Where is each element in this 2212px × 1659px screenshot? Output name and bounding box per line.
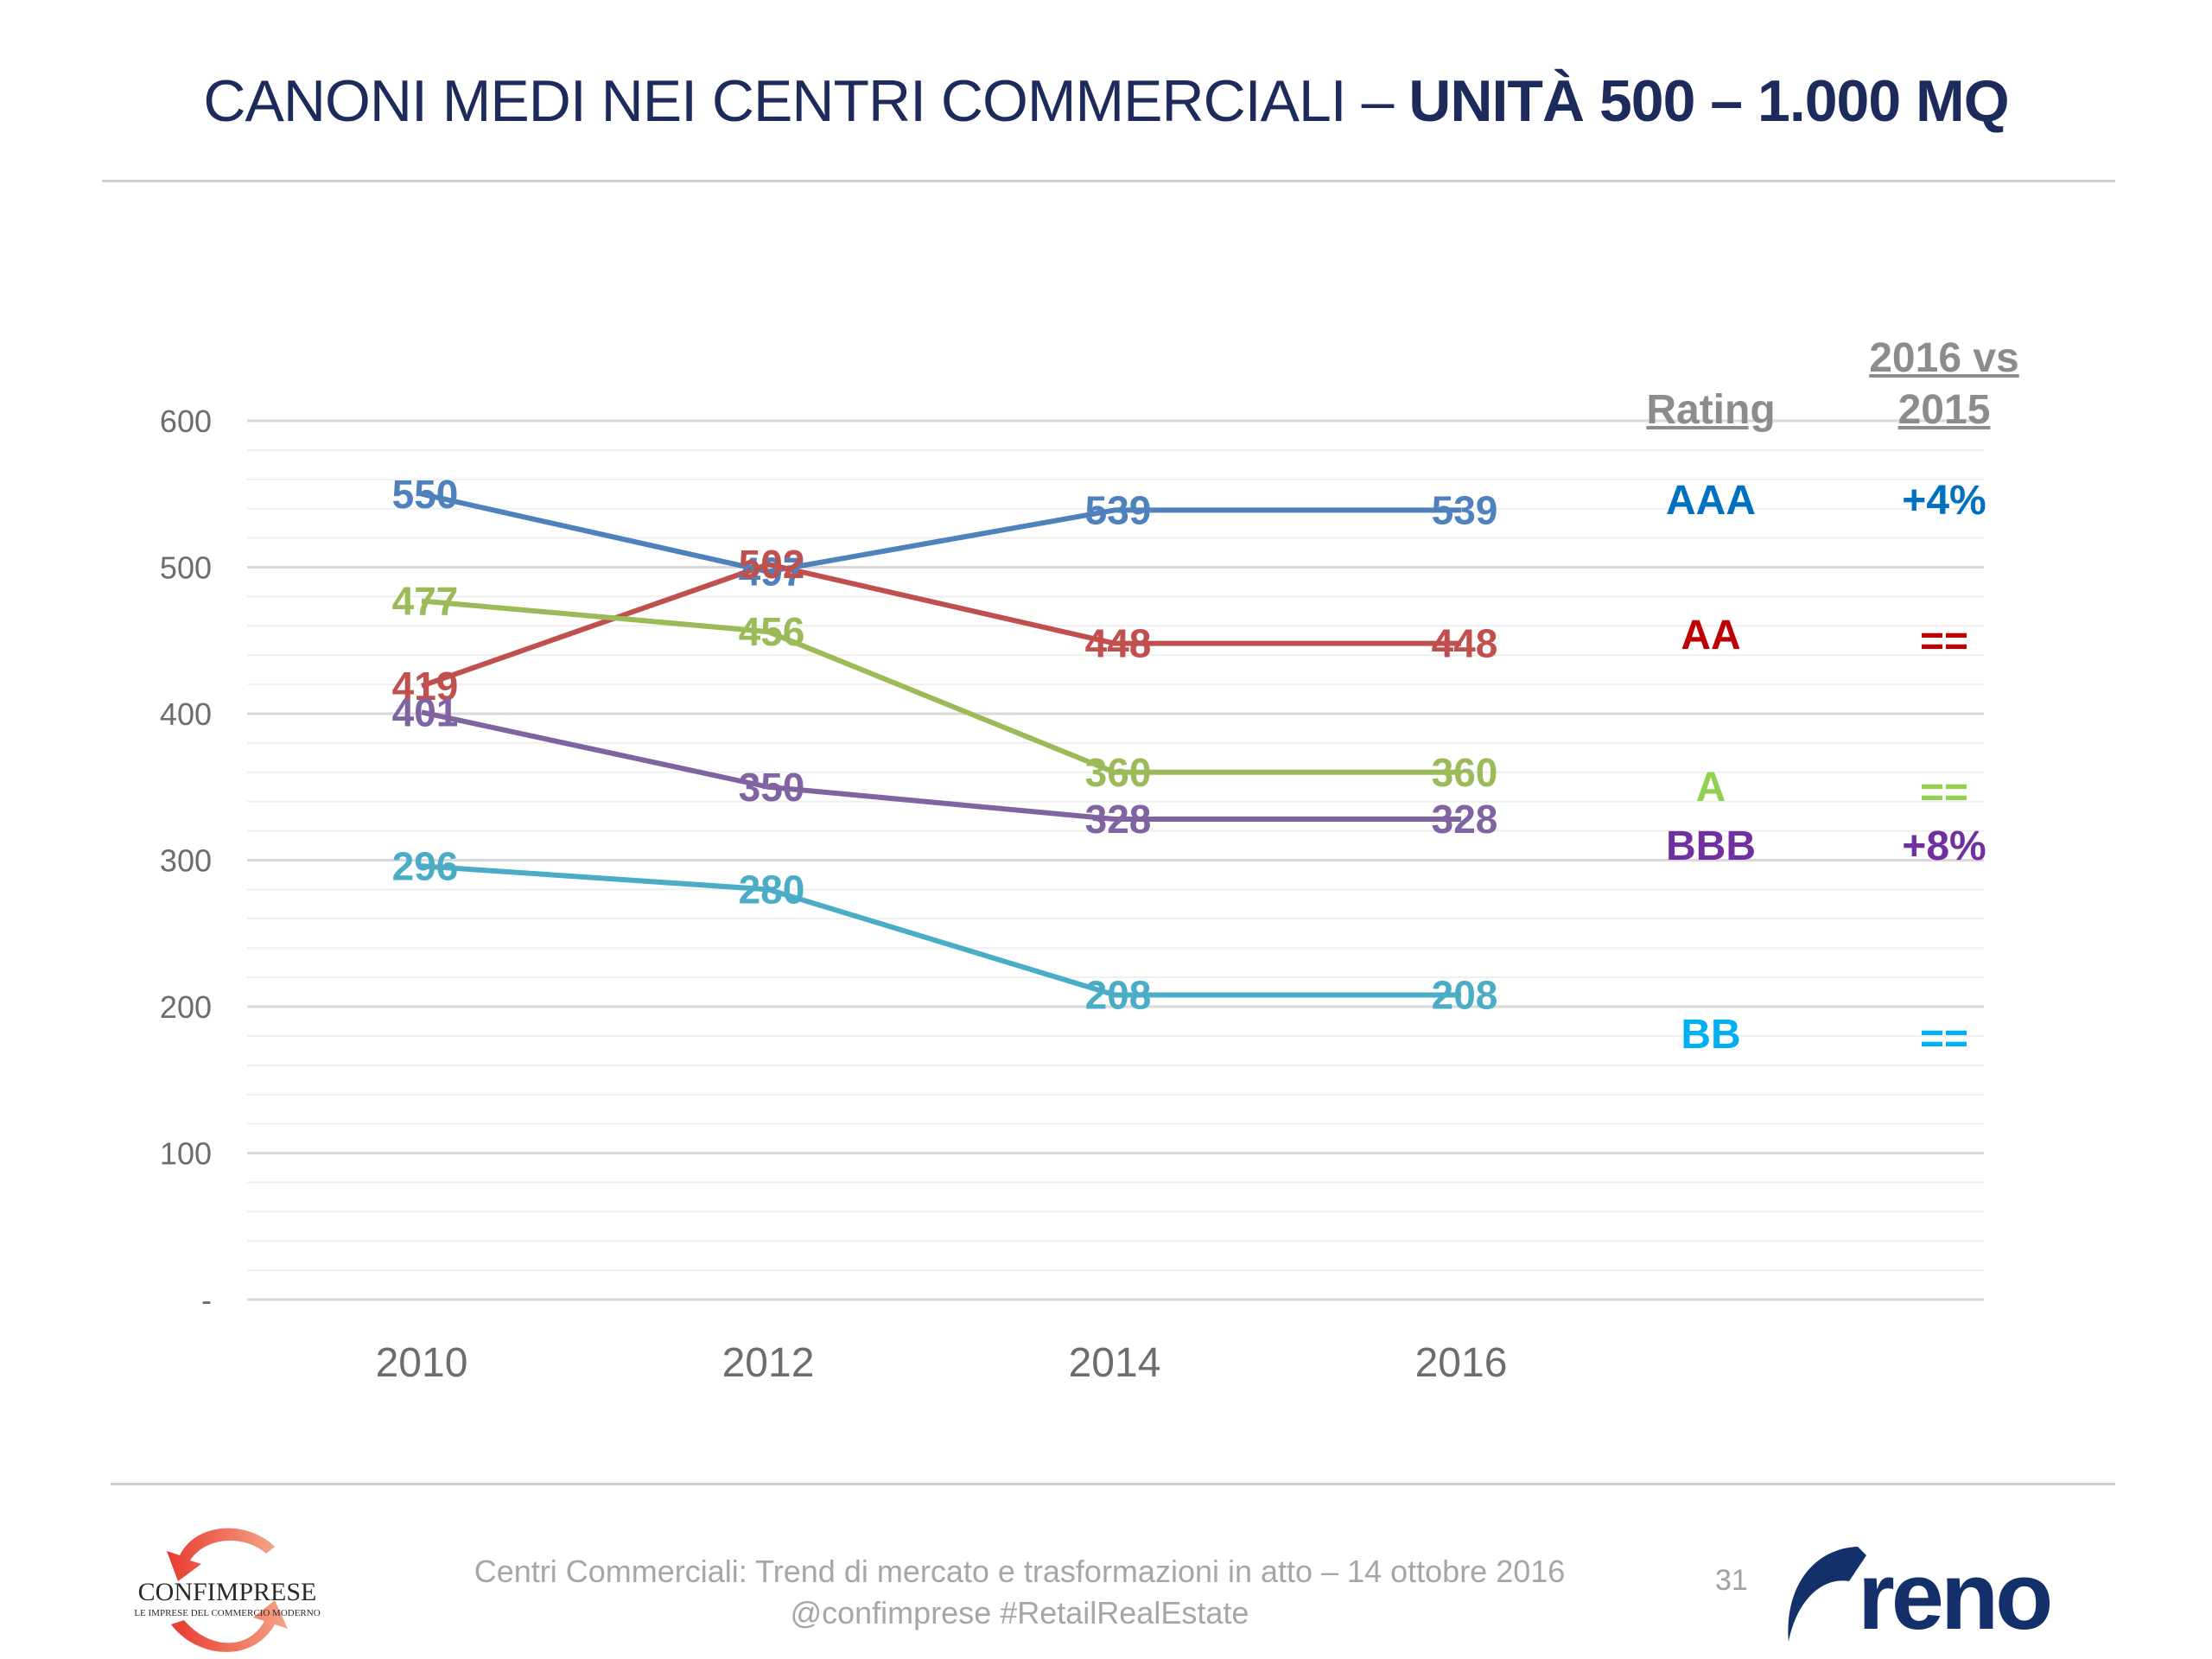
- change-aa: ==: [1919, 619, 1969, 664]
- data-label: 448: [1432, 621, 1498, 666]
- y-tick-label: 200: [160, 989, 212, 1025]
- y-tick-label: 400: [160, 696, 212, 732]
- data-label: 502: [739, 542, 805, 587]
- change-header-line2: 2015: [1897, 387, 1991, 433]
- footer-line1: Centri Commerciali: Trend di mercato e t…: [474, 1554, 1566, 1589]
- data-label: 448: [1085, 621, 1152, 666]
- series-line-aaa: [421, 491, 1461, 575]
- confimprese-tagline: LE IMPRESE DEL COMMERCIO MODERNO: [134, 1608, 320, 1618]
- page-title: CANONI MEDI NEI CENTRI COMMERCIALI – UNI…: [0, 67, 2212, 135]
- reno-wordmark: reno: [1858, 1543, 2050, 1649]
- title-regular: CANONI MEDI NEI CENTRI COMMERCIALI –: [203, 68, 1409, 134]
- change-bbb: +8%: [1902, 823, 1986, 869]
- x-tick-label: 2016: [1415, 1340, 1508, 1386]
- rating-header: Rating: [1646, 387, 1776, 433]
- data-label: 280: [739, 867, 805, 912]
- x-tick-label: 2012: [722, 1340, 815, 1386]
- data-label: 328: [1432, 797, 1498, 842]
- data-label: 477: [392, 578, 459, 623]
- confimprese-name: CONFIMPRESE: [138, 1578, 317, 1606]
- series-line-aa: [421, 562, 1461, 689]
- data-label: 296: [392, 843, 459, 888]
- footer-divider: [111, 1483, 2115, 1485]
- rating-aaa: AAA: [1666, 478, 1756, 524]
- confimprese-logo: CONFIMPRESE LE IMPRESE DEL COMMERCIO MOD…: [134, 1528, 321, 1652]
- data-label: 539: [1085, 487, 1152, 532]
- reno-arc-icon: [1788, 1547, 1866, 1642]
- rating-bbb: BBB: [1666, 823, 1756, 869]
- y-tick-label: 600: [160, 404, 212, 439]
- line-chart: - 100 200 300 400 500 600 2010 2012 2014 2016 550…: [160, 404, 1984, 1386]
- x-axis-ticks: 2010 2012 2014 2016: [376, 1340, 1508, 1386]
- series-lines: [421, 491, 1461, 998]
- gridlines: [247, 419, 1984, 1301]
- rating-bb: BB: [1681, 1012, 1741, 1058]
- series-line-bb: [421, 863, 1461, 998]
- y-tick-label: 500: [160, 550, 212, 586]
- y-tick-label: 100: [160, 1136, 212, 1172]
- data-label: 550: [392, 472, 459, 517]
- arrow-bottom-icon: [171, 1600, 288, 1652]
- header-divider: [102, 180, 2115, 182]
- data-label: 350: [739, 765, 805, 810]
- data-label: 360: [1432, 750, 1498, 795]
- x-tick-label: 2010: [376, 1340, 468, 1386]
- footer-line2: @confimprese #RetailRealEstate: [790, 1595, 1249, 1630]
- y-tick-label: 300: [160, 843, 212, 879]
- change-a: ==: [1919, 770, 1969, 816]
- data-label: 456: [739, 609, 805, 654]
- series-line-bbb: [421, 709, 1461, 823]
- rating-aa: AA: [1681, 613, 1741, 658]
- data-label: 208: [1432, 972, 1498, 1017]
- data-label: 419: [392, 664, 459, 709]
- data-labels: 550 497 539 539 419 502 448 448 477 456 360 360 401 3…: [392, 472, 1498, 1018]
- data-label: 401: [392, 690, 459, 734]
- data-label: 497: [739, 550, 805, 594]
- title-bold: UNITÀ 500 – 1.000 MQ: [1408, 68, 2009, 134]
- data-label: 360: [1085, 750, 1152, 795]
- data-label: 539: [1432, 487, 1498, 532]
- y-axis-ticks: - 100 200 300 400 500 600: [160, 404, 212, 1318]
- page-number: 31: [1715, 1564, 1748, 1597]
- series-line-a: [421, 598, 1461, 775]
- change-header-line1: 2016 vs: [1869, 335, 2019, 381]
- data-label: 208: [1085, 972, 1152, 1017]
- rating-a: A: [1695, 765, 1726, 810]
- arrow-top-icon: [167, 1528, 275, 1581]
- change-bb: ==: [1919, 1016, 1969, 1062]
- y-tick-label: -: [201, 1282, 212, 1318]
- reno-logo: reno: [1788, 1543, 2053, 1649]
- data-label: 328: [1085, 797, 1152, 842]
- change-aaa: +4%: [1902, 478, 1986, 524]
- x-tick-label: 2014: [1069, 1340, 1161, 1386]
